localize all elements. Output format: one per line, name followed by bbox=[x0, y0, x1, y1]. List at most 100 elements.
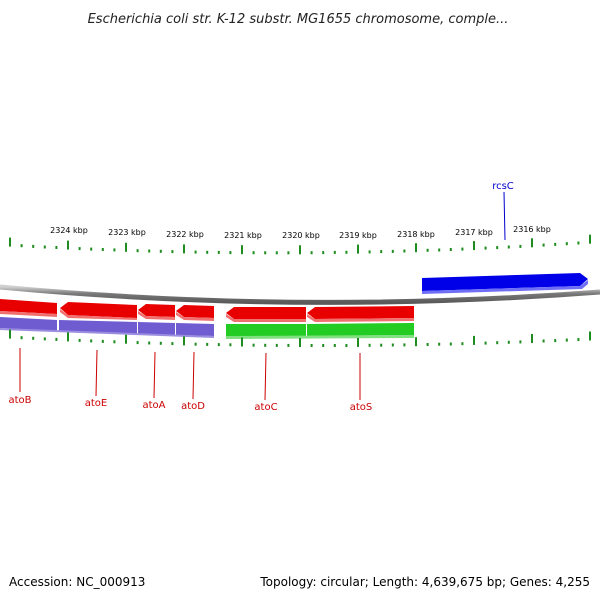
top-ruler-major-tick bbox=[473, 241, 475, 251]
top-ruler-minor-tick bbox=[380, 250, 383, 254]
bottom-ruler-minor-tick bbox=[206, 342, 209, 346]
top-ruler-minor-tick bbox=[322, 251, 325, 255]
bottom-ruler-minor-tick bbox=[322, 344, 325, 347]
gene-atoB-shadow bbox=[0, 311, 57, 317]
tick-label-2323: 2323 kbp bbox=[108, 228, 146, 237]
top-ruler-major-tick bbox=[125, 242, 127, 252]
top-ruler-minor-tick bbox=[78, 247, 81, 251]
label-rcsC[interactable]: rcsC bbox=[492, 181, 514, 192]
top-ruler-major-tick bbox=[9, 237, 11, 247]
tick-label-2321: 2321 kbp bbox=[224, 231, 262, 240]
bottom-ruler-minor-tick bbox=[461, 342, 464, 346]
label-atoC[interactable]: atoC bbox=[254, 402, 277, 413]
label-atoD[interactable]: atoD bbox=[181, 401, 205, 412]
bottom-ruler-minor-tick bbox=[171, 342, 174, 346]
operon-green-segment-2[interactable] bbox=[307, 323, 414, 336]
top-ruler-minor-tick bbox=[55, 246, 58, 249]
top-ruler-minor-tick bbox=[136, 249, 139, 253]
gene-atoB-arrow[interactable] bbox=[0, 299, 57, 314]
top-ruler-minor-tick bbox=[368, 250, 371, 254]
bottom-ruler-minor-tick bbox=[43, 337, 46, 341]
bottom-ruler-major-tick bbox=[299, 338, 301, 347]
top-ruler-minor-tick bbox=[287, 251, 290, 255]
top-ruler-minor-tick bbox=[252, 251, 255, 255]
bottom-ruler-minor-tick bbox=[252, 343, 255, 347]
bottom-ruler-minor-tick bbox=[148, 341, 151, 345]
top-ruler-minor-tick bbox=[484, 246, 487, 250]
map-title: Escherichia coli str. K-12 substr. MG165… bbox=[88, 12, 509, 27]
operon-purple-segment-1[interactable] bbox=[0, 317, 57, 331]
top-ruler-minor-tick bbox=[264, 251, 267, 255]
top-ruler-minor-tick bbox=[345, 250, 348, 254]
top-ruler-major-tick bbox=[241, 245, 243, 255]
gene-atoD-shadow bbox=[176, 312, 214, 321]
operon-purple-segment-2[interactable] bbox=[59, 320, 137, 334]
bottom-ruler-minor-tick bbox=[194, 342, 197, 346]
bottom-ruler-minor-tick bbox=[577, 338, 580, 341]
operon-green-segment-1[interactable] bbox=[226, 324, 306, 336]
top-ruler-minor-tick bbox=[507, 245, 510, 249]
bottom-ruler-major-tick bbox=[473, 335, 475, 345]
reverse-strand-track bbox=[0, 299, 414, 322]
operon-track bbox=[0, 317, 414, 339]
operon-purple-segment-3[interactable] bbox=[138, 322, 175, 335]
leader-atoA bbox=[153, 351, 156, 399]
bottom-ruler-minor-tick bbox=[217, 343, 220, 347]
bottom-ruler-minor-tick bbox=[55, 337, 58, 341]
top-ruler-minor-tick bbox=[32, 244, 35, 248]
label-atoA[interactable]: atoA bbox=[142, 400, 165, 411]
top-ruler-minor-tick bbox=[438, 248, 441, 252]
gene-labels: rcsC atoB atoE atoA atoD atoC atoS bbox=[8, 181, 513, 413]
gene-atoC-arrow[interactable] bbox=[226, 307, 306, 319]
gene-atoE-arrow[interactable] bbox=[60, 302, 137, 318]
gene-atoA-arrow[interactable] bbox=[138, 304, 175, 317]
gene-atoS-arrow[interactable] bbox=[307, 306, 414, 319]
top-ruler-minor-tick bbox=[148, 249, 151, 253]
top-tick-ruler bbox=[9, 234, 591, 255]
gene-atoS-shadow bbox=[307, 314, 414, 322]
top-ruler-minor-tick bbox=[206, 250, 209, 254]
forward-strand-track bbox=[422, 273, 588, 294]
bottom-ruler-minor-tick bbox=[426, 343, 429, 346]
tick-label-2320: 2320 kbp bbox=[282, 231, 320, 240]
label-atoE[interactable]: atoE bbox=[85, 398, 108, 409]
bottom-ruler-minor-tick bbox=[78, 338, 81, 342]
leader-atoE bbox=[95, 349, 98, 397]
bottom-ruler-major-tick bbox=[125, 334, 127, 344]
gene-atoA-shadow bbox=[138, 311, 175, 320]
bottom-ruler-minor-tick bbox=[275, 343, 278, 347]
bottom-ruler-minor-tick bbox=[380, 343, 383, 347]
bottom-ruler-minor-tick bbox=[136, 341, 139, 345]
bottom-ruler-minor-tick bbox=[496, 341, 499, 345]
top-ruler-minor-tick bbox=[310, 251, 313, 255]
bottom-ruler-minor-tick bbox=[229, 343, 232, 347]
bottom-ruler-major-tick bbox=[415, 337, 417, 347]
operon-purple-segment-4[interactable] bbox=[176, 323, 214, 336]
top-ruler-minor-tick bbox=[229, 251, 232, 255]
bottom-ruler-major-tick bbox=[357, 337, 359, 347]
label-atoB[interactable]: atoB bbox=[8, 395, 31, 406]
bottom-ruler-minor-tick bbox=[264, 343, 267, 347]
bottom-ruler-minor-tick bbox=[484, 341, 487, 345]
gene-rcsC-arrow[interactable] bbox=[422, 273, 588, 291]
bottom-ruler-minor-tick bbox=[565, 338, 568, 342]
bottom-ruler-minor-tick bbox=[519, 340, 522, 344]
bottom-ruler-minor-tick bbox=[391, 343, 394, 347]
top-ruler-minor-tick bbox=[565, 242, 568, 246]
bottom-ruler-minor-tick bbox=[542, 339, 545, 343]
top-ruler-minor-tick bbox=[577, 241, 580, 245]
top-ruler-minor-tick bbox=[391, 249, 394, 253]
top-ruler-minor-tick bbox=[554, 242, 557, 246]
top-ruler-major-tick bbox=[183, 244, 185, 254]
top-ruler-minor-tick bbox=[403, 249, 406, 253]
bottom-ruler-major-tick bbox=[9, 329, 11, 339]
tick-label-2324: 2324 kbp bbox=[50, 226, 88, 235]
bottom-tick-ruler bbox=[9, 329, 591, 347]
label-atoS[interactable]: atoS bbox=[350, 402, 373, 413]
gene-atoD-arrow[interactable] bbox=[176, 305, 214, 318]
bottom-ruler-major-tick bbox=[589, 331, 591, 341]
gene-atoE-shadow bbox=[60, 309, 137, 320]
gene-rcsC-shadow bbox=[422, 280, 588, 294]
top-ruler-major-tick bbox=[589, 234, 591, 244]
top-ruler-minor-tick bbox=[275, 251, 278, 255]
